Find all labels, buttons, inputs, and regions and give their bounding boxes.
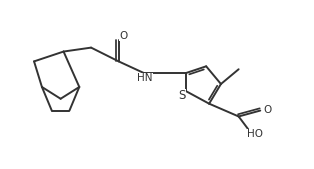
Text: O: O	[263, 105, 271, 115]
Text: S: S	[178, 89, 185, 102]
Text: O: O	[119, 31, 128, 41]
Text: HN: HN	[138, 73, 153, 83]
Text: HO: HO	[247, 129, 263, 139]
